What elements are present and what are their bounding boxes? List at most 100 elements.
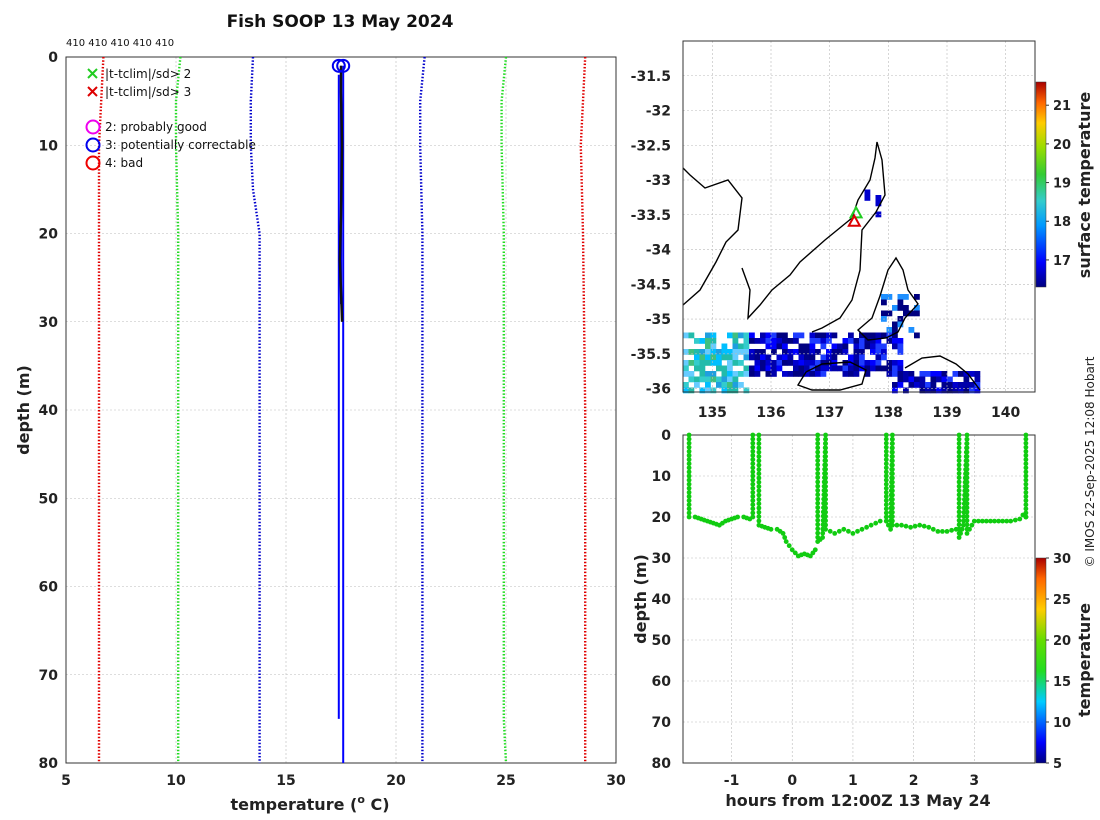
sst-cell — [732, 338, 739, 344]
temperature-colorbar-tick-label: 25 — [1053, 593, 1071, 608]
legend-x-marker — [87, 68, 98, 79]
temperature-colorbar-tick-label: 5 — [1053, 757, 1062, 772]
depth-time-point — [956, 488, 962, 493]
temperature-colorbar — [1035, 557, 1047, 764]
sst-cell — [892, 382, 898, 388]
sst-cell — [688, 371, 695, 377]
sst-colorbar-tick-label: 17 — [1053, 254, 1071, 269]
depth-time-point — [890, 479, 895, 485]
sst-cell — [875, 200, 882, 207]
sst-cell — [864, 338, 871, 344]
sst-cell — [738, 332, 744, 339]
legend-label: |t-tclim|/sd> 3 — [105, 85, 191, 99]
depth-time-point — [890, 488, 895, 494]
depth-time-point — [964, 522, 970, 528]
depth-time-point — [1023, 436, 1029, 442]
depth-time-point — [686, 457, 692, 462]
sst-cell — [853, 360, 860, 366]
depth-time-axes-frame — [682, 434, 1036, 764]
y-tick-label: 50 — [39, 491, 59, 507]
sst-cell — [727, 360, 733, 366]
sst-cell — [782, 343, 788, 350]
depth-time-point — [823, 505, 828, 511]
sst-cell — [815, 332, 821, 339]
depth-time-point — [1023, 477, 1029, 483]
depth-time-point — [823, 492, 828, 498]
depth-time-point — [964, 479, 970, 485]
y-tick-label: 70 — [39, 668, 59, 684]
depth-time-point — [956, 535, 962, 540]
sst-cell — [793, 332, 799, 339]
depth-time-point — [964, 492, 970, 498]
legend-item-potentially-correctable: 3: potentially correctable — [85, 137, 256, 153]
depth-time-point — [686, 432, 692, 438]
depth-time-point — [756, 492, 762, 498]
sst-cell — [870, 349, 876, 355]
sst-cell — [963, 371, 970, 377]
sst-cell — [826, 338, 832, 344]
sst-cell — [749, 332, 755, 339]
sst-cell — [974, 387, 981, 394]
sst-cell — [743, 338, 750, 344]
sst-cell — [683, 332, 689, 339]
sst-cell — [699, 360, 706, 366]
depth-time-point — [883, 485, 889, 491]
sst-cell — [842, 371, 849, 377]
depth-time-point — [686, 502, 692, 508]
depth-time-point — [750, 498, 756, 503]
depth-time-point — [686, 481, 692, 487]
sst-colorbar-ticks: 17 18 19 20 21 — [1046, 99, 1071, 269]
sst-cell — [881, 343, 887, 350]
depth-time-y-ticks: 0 10 20 30 40 50 60 70 80 — [652, 428, 672, 772]
depth-time-point — [827, 528, 833, 534]
depth-time-point — [823, 445, 828, 451]
dt-y-tick-label: 40 — [652, 592, 672, 608]
depth-time-point — [1023, 490, 1029, 495]
depth-time-point — [883, 494, 889, 499]
sst-cell — [903, 387, 909, 394]
sst-cell — [727, 354, 733, 361]
sst-cell — [727, 349, 733, 355]
sst-cell — [683, 365, 689, 372]
depth-time-point — [1008, 518, 1014, 524]
y-tick-label: 40 — [39, 403, 59, 419]
depth-time-point — [832, 531, 838, 536]
depth-time-point — [1023, 453, 1029, 458]
sst-cell — [969, 371, 975, 377]
climatology-line — [579, 56, 587, 763]
sst-cell — [765, 354, 772, 361]
sst-cell — [743, 343, 750, 350]
depth-time-point — [1023, 502, 1029, 508]
depth-time-point — [883, 481, 889, 487]
sst-cell — [694, 349, 700, 355]
sst-cell — [754, 349, 761, 355]
kangaroo-island-coast — [796, 361, 867, 391]
sst-cell — [749, 349, 755, 355]
sst-cell — [710, 338, 717, 344]
depth-time-point — [815, 513, 821, 519]
depth-time-point — [815, 479, 821, 485]
depth-time-point — [964, 432, 970, 438]
depth-time-point — [976, 518, 981, 524]
temperature-colorbar-tick-label: 20 — [1053, 634, 1071, 649]
depth-time-x-label: hours from 12:00Z 13 May 24 — [725, 791, 990, 810]
depth-time-point — [926, 524, 932, 530]
depth-time-point — [877, 518, 883, 524]
depth-time-point — [964, 436, 970, 442]
sst-cell — [705, 343, 711, 350]
map-y-ticks: -31.5 -32 -32.5 -33 -33.5 -34 -34.5 -35 -35.5 -36 — [631, 69, 672, 398]
depth-time-point — [964, 509, 970, 515]
sst-cell — [727, 332, 733, 339]
depth-time-point — [873, 520, 879, 526]
map-x-ticks: 135 136 137 138 139 140 — [698, 405, 1021, 421]
sst-cell — [771, 343, 777, 350]
sst-cell — [820, 371, 827, 377]
depth-time-point — [859, 526, 865, 532]
depth-time-point — [850, 531, 856, 536]
sst-cell — [738, 360, 744, 366]
depth-time-point — [883, 477, 889, 483]
depth-time-point — [735, 514, 740, 520]
dt-x-tick-label: 1 — [848, 773, 858, 789]
depth-time-point — [750, 444, 756, 450]
sst-cell — [914, 310, 920, 317]
